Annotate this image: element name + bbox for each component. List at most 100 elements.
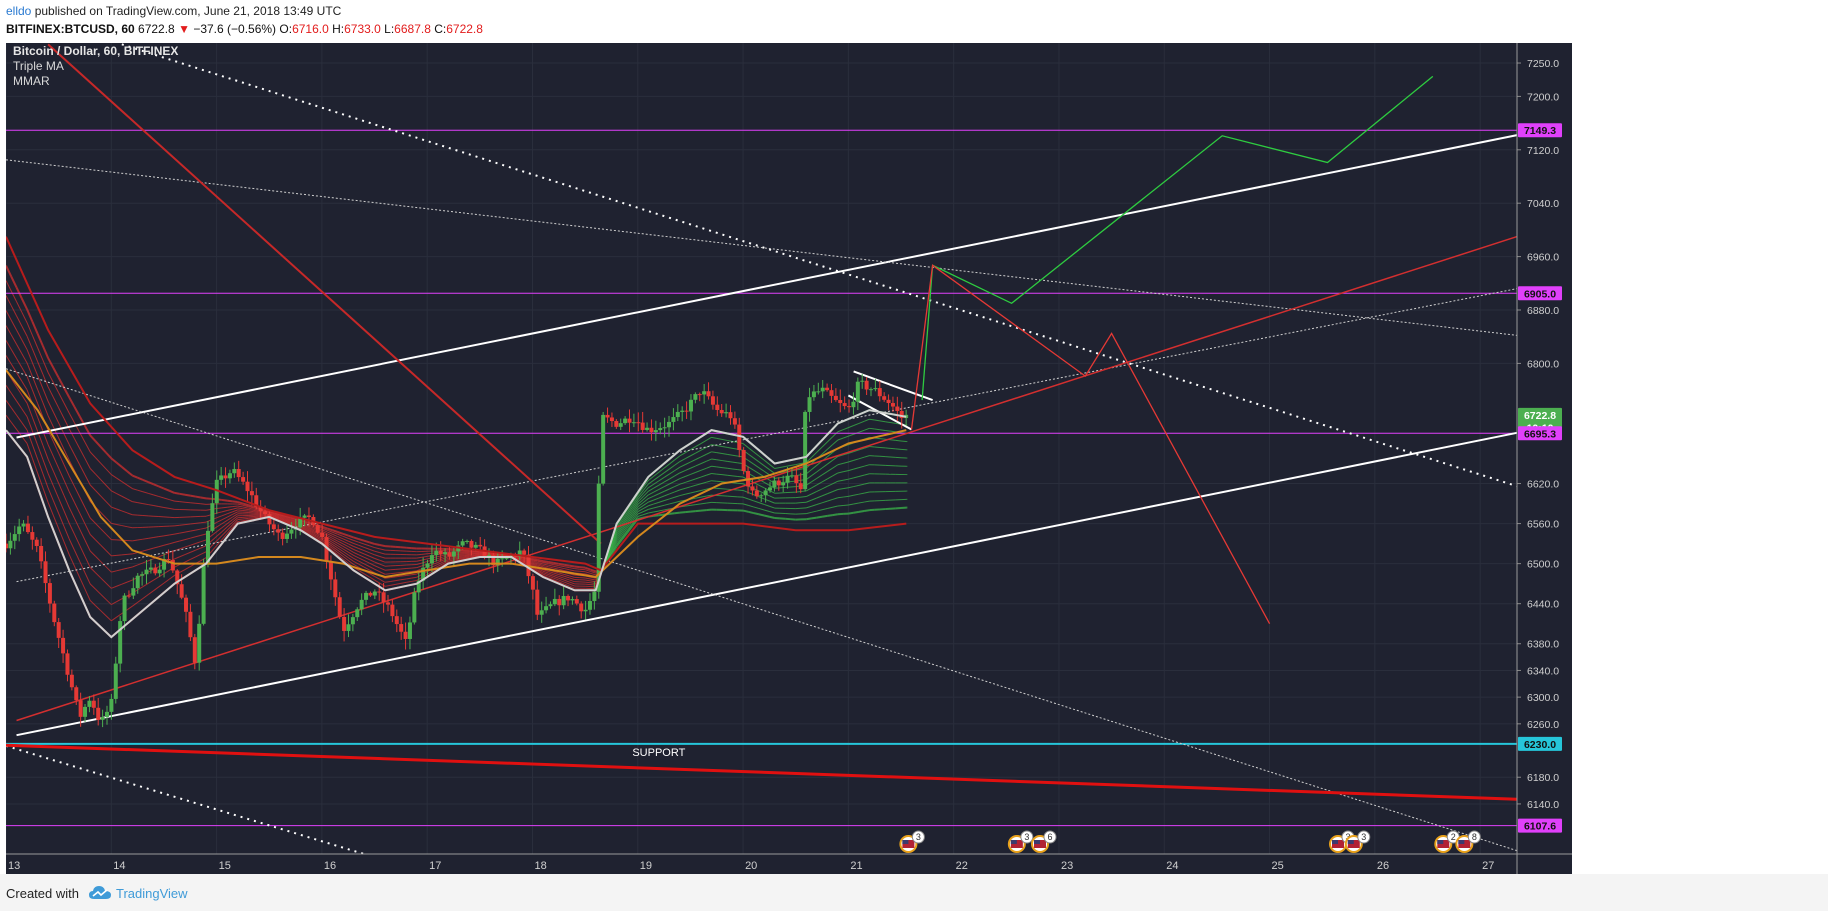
ribbon-segment (732, 454, 738, 457)
ribbon-segment (126, 566, 133, 569)
ribbon-segment (853, 510, 860, 514)
ribbon-segment (374, 547, 380, 550)
ribbon-segment (10, 305, 17, 317)
event-markers[interactable]: 3 3 6 3 3 2 8 (899, 830, 1481, 853)
ribbon-segment (353, 557, 359, 562)
ribbon-segment (42, 402, 49, 417)
ribbon-segment (621, 516, 628, 525)
price-chart[interactable]: 3 3 6 3 3 2 8 13 14 15 16 17 18 19 20 21 22 23 24 25 26 27 72… (6, 43, 1822, 874)
ribbon-segment (221, 529, 228, 537)
ribbon-segment (558, 574, 565, 577)
ribbon-segment (711, 465, 717, 468)
price-axis-background[interactable] (1517, 43, 1572, 874)
ribbon-segment (553, 579, 559, 583)
ribbon-segment (610, 529, 618, 545)
y-tick-label: 6560.0 (1527, 519, 1559, 531)
ribbon-segment (537, 570, 544, 575)
ribbon-segment (95, 555, 102, 562)
candle-up (702, 391, 707, 395)
tradingview-link[interactable]: TradingView (116, 886, 188, 901)
ribbon-segment (142, 537, 149, 540)
ribbon-segment (695, 503, 702, 506)
ribbon-segment (569, 583, 575, 587)
candle-down (320, 532, 325, 538)
candle-up (219, 475, 224, 480)
ribbon-segment (590, 578, 596, 581)
ribbon-segment (742, 443, 749, 449)
ribbon-segment (316, 537, 323, 541)
ribbon-segment (658, 486, 665, 490)
ribbon-segment (648, 511, 654, 514)
candle-down (271, 524, 276, 530)
ribbon-segment (442, 551, 449, 553)
candle-up (693, 394, 698, 400)
author-link[interactable]: elldo (6, 4, 32, 18)
ribbon-segment (690, 478, 696, 482)
ribbon-segment (31, 417, 39, 432)
down-arrow-icon: ▼ (178, 22, 190, 36)
ribbon-segment (84, 474, 91, 486)
ribbon-segment (832, 464, 839, 469)
ribbon-segment (706, 508, 712, 512)
candle-down (381, 592, 386, 603)
open-value: 6716.0 (292, 22, 329, 36)
chart-legend: Bitcoin / Dollar, 60, BITFINEX Triple MA… (13, 44, 178, 88)
ribbon-segment (753, 512, 760, 516)
ribbon-segment (184, 551, 191, 556)
ribbon-segment (311, 534, 317, 538)
ribbon-segment (721, 453, 728, 455)
ribbon-segment (63, 479, 70, 492)
ribbon-segment (585, 579, 591, 582)
ribbon-segment (200, 503, 207, 505)
ribbon-segment (100, 544, 107, 551)
ribbon-segment (616, 528, 623, 537)
event-marker[interactable]: 8 (1455, 830, 1481, 853)
ribbon-segment (626, 523, 633, 531)
candle-down (447, 552, 452, 557)
ribbon-segment (200, 545, 207, 549)
ribbon-segment (26, 308, 34, 322)
ribbon-segment (95, 588, 102, 595)
ribbon-segment (158, 535, 165, 538)
ribbon-segment (663, 498, 670, 502)
event-marker[interactable]: 3 (1007, 830, 1034, 853)
ribbon-segment (379, 571, 386, 575)
ribbon-segment (848, 425, 854, 429)
ribbon-segment (832, 480, 839, 485)
event-marker[interactable]: 3 (1344, 830, 1371, 853)
ribbon-segment (742, 496, 749, 500)
ribbon-segment (858, 510, 865, 513)
x-tick-label: 21 (850, 860, 862, 872)
ribbon-segment (305, 531, 312, 535)
event-marker[interactable]: 2 (1434, 830, 1460, 853)
ribbon-segment (368, 541, 375, 545)
ribbon-segment (648, 507, 654, 510)
ribbon-segment (690, 504, 696, 506)
y-tick-label: 6140.0 (1527, 799, 1559, 811)
ribbon-segment (142, 594, 149, 599)
ribbon-segment (642, 483, 649, 491)
ribbon-segment (242, 504, 249, 508)
ribbon-segment (769, 505, 775, 509)
ribbon-segment (848, 511, 854, 515)
ribbon-segment (279, 513, 286, 517)
candle-down (337, 597, 342, 617)
ribbon-segment (695, 489, 702, 493)
ribbon-segment (721, 467, 728, 469)
ribbon-segment (732, 461, 738, 464)
ribbon-segment (416, 559, 423, 562)
ribbon-segment (121, 567, 128, 571)
ribbon-segment (358, 557, 365, 561)
event-marker[interactable]: 3 (899, 830, 925, 853)
ribbon-segment (58, 483, 65, 496)
event-marker[interactable]: 6 (1031, 830, 1057, 853)
ribbon-segment (843, 495, 849, 498)
ribbon-segment (374, 554, 380, 557)
candle-up (197, 623, 202, 663)
ma-slow-line (6, 236, 907, 572)
ribbon-segment (221, 513, 228, 517)
ribbon-segment (37, 375, 44, 389)
candle-down (390, 604, 395, 617)
ribbon-segment (632, 494, 639, 503)
ribbon-segment (363, 573, 370, 578)
